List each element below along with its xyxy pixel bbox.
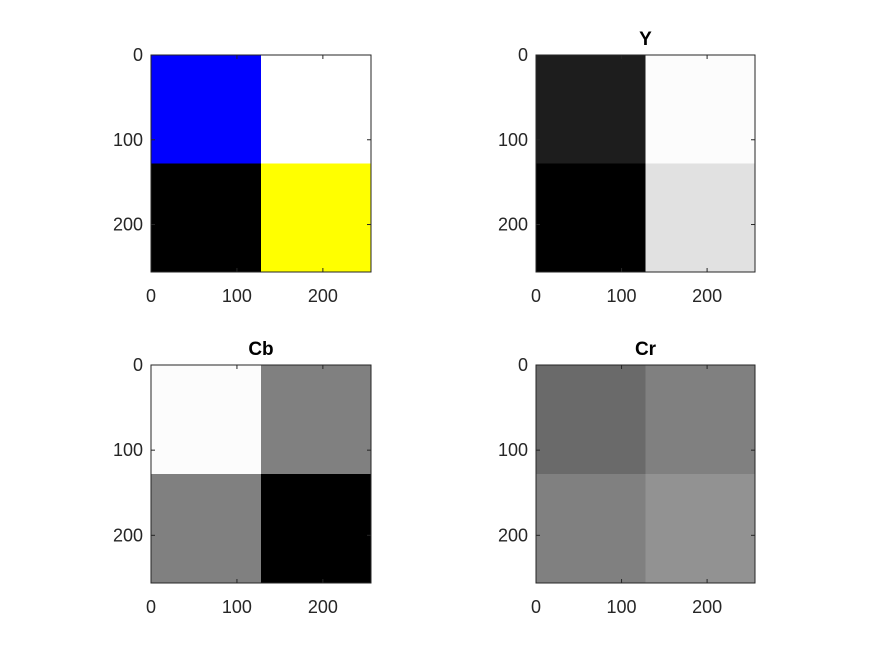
y-tick-label: 0 [133,45,143,65]
axis-ticks: 0 100 200 0 100 200 [113,45,371,306]
axes-frame [150,54,372,273]
x-tick-label: 0 [146,286,156,306]
axis-ticks: 0 100 200 0 100 200 [498,45,755,306]
y-tick-label: 200 [498,215,528,235]
y-tick-label: 0 [518,355,528,375]
y-tick-label: 100 [113,440,143,460]
heatmap-cell [151,365,261,474]
axes-frame [535,54,756,273]
x-tick-label: 0 [531,597,541,617]
heatmap-cell [261,474,371,583]
heatmap-cell [151,474,261,583]
x-tick-label: 200 [308,597,338,617]
heatmap-cell [536,474,646,583]
axes-frame [535,364,756,584]
y-tick-label: 100 [498,440,528,460]
y-tick-label: 200 [113,525,143,545]
panel-original: 0 100 200 0 100 200 [113,45,372,306]
heatmap-cell [261,365,371,474]
heatmap-cell [536,163,646,272]
x-tick-label: 200 [308,286,338,306]
heatmap-cell [151,55,261,164]
heatmap-cell [536,55,646,164]
heatmap-cell [645,163,755,272]
axis-ticks: 0 100 200 0 100 200 [498,355,755,617]
panel-title: Cr [635,339,657,360]
x-tick-label: 100 [607,597,637,617]
axes-frame [150,364,372,584]
x-tick-label: 200 [692,597,722,617]
y-tick-label: 200 [498,525,528,545]
y-tick-label: 100 [113,130,143,150]
y-tick-label: 200 [113,215,143,235]
y-tick-label: 0 [133,355,143,375]
heatmap-cells [536,55,755,272]
heatmap-cell [261,163,371,272]
heatmap-cell [261,55,371,164]
x-tick-label: 0 [146,597,156,617]
y-tick-label: 0 [518,45,528,65]
heatmap-cell [645,55,755,164]
x-tick-label: 0 [531,286,541,306]
x-tick-label: 200 [692,286,722,306]
heatmap-cell [536,365,646,474]
panel-y: 0 100 200 0 100 200 Y [498,29,756,306]
heatmap-cells [151,365,371,583]
panel-cb: 0 100 200 0 100 200 Cb [113,339,372,617]
heatmap-cell [645,365,755,474]
axis-ticks: 0 100 200 0 100 200 [113,355,371,617]
heatmap-cells [151,55,371,272]
x-tick-label: 100 [222,286,252,306]
x-tick-label: 100 [607,286,637,306]
heatmap-cell [151,163,261,272]
panel-title: Y [639,29,652,50]
x-tick-label: 100 [222,597,252,617]
y-tick-label: 100 [498,130,528,150]
heatmap-cells [536,365,755,583]
heatmap-cell [645,474,755,583]
panel-title: Cb [248,339,273,360]
panel-cr: 0 100 200 0 100 200 Cr [498,339,756,617]
